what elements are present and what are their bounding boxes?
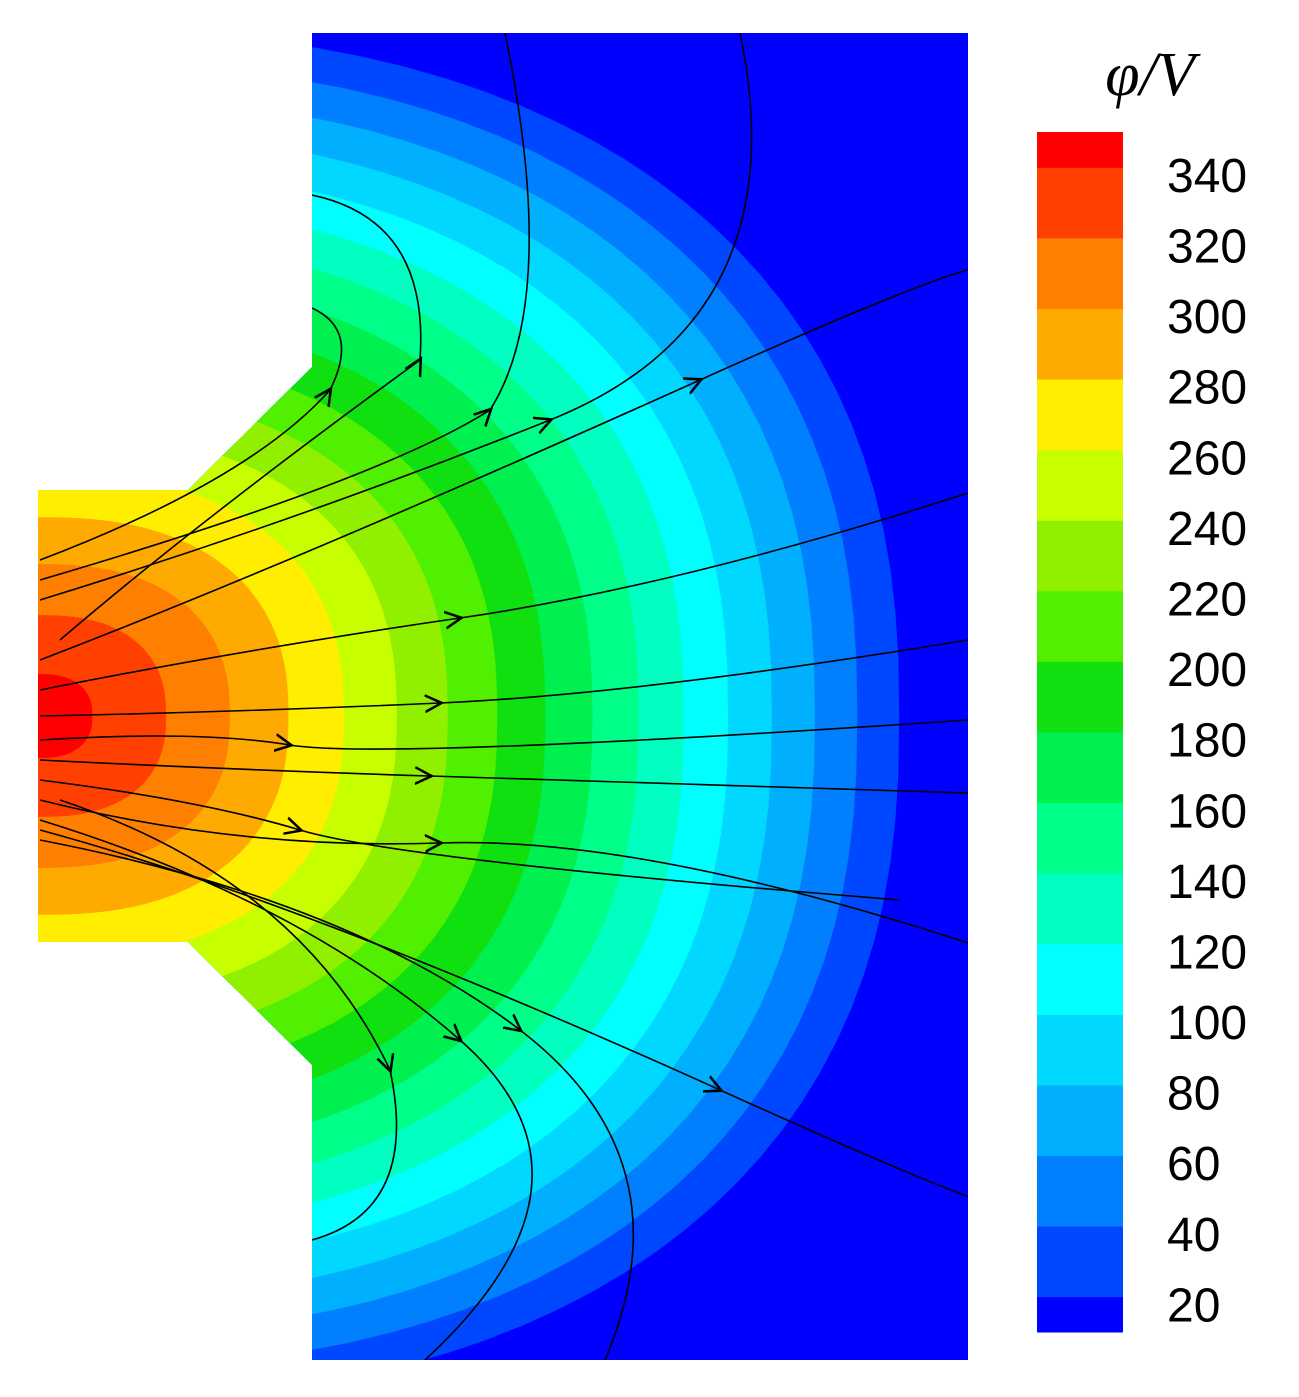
field-line xyxy=(39,719,968,749)
colorbar-tick-label: 160 xyxy=(1167,785,1247,838)
colorbar-tick-label: 140 xyxy=(1167,856,1247,909)
field-line xyxy=(39,799,968,944)
colorbar-band xyxy=(1037,1155,1123,1227)
field-line xyxy=(39,839,635,1360)
field-line xyxy=(39,33,753,601)
colorbar: 20 40 60 80 100 120 140 160 180 200 220 240 260 280 30… xyxy=(1037,132,1247,1333)
colorbar-band xyxy=(1037,661,1123,733)
colorbar-band xyxy=(1037,237,1123,309)
colorbar-title: φ/V xyxy=(1105,41,1201,109)
colorbar-band xyxy=(1037,520,1123,592)
colorbar-tick-label: 200 xyxy=(1167,644,1247,697)
colorbar-tick-label: 240 xyxy=(1167,503,1247,556)
field-line xyxy=(39,492,968,691)
colorbar-tick-label: 60 xyxy=(1167,1138,1220,1191)
field-line xyxy=(39,759,968,794)
colorbar-tick-label: 100 xyxy=(1167,997,1247,1050)
field-line xyxy=(59,194,421,641)
field-line xyxy=(39,779,901,901)
field-line xyxy=(39,33,530,581)
colorbar-tick-label: 20 xyxy=(1167,1279,1220,1332)
colorbar-tick-label: 80 xyxy=(1167,1068,1220,1121)
colorbar-tick-label: 320 xyxy=(1167,221,1247,274)
colorbar-tick-label: 40 xyxy=(1167,1209,1220,1262)
field-lines xyxy=(39,33,968,1360)
colorbar-band xyxy=(1037,132,1123,168)
colorbar-band xyxy=(1037,873,1123,945)
colorbar-tick-label: 260 xyxy=(1167,432,1247,485)
colorbar-band xyxy=(1037,802,1123,874)
colorbar-band xyxy=(1037,449,1123,521)
colorbar-band xyxy=(1037,1296,1123,1333)
colorbar-band xyxy=(1037,379,1123,451)
field-line xyxy=(39,263,968,661)
colorbar-band xyxy=(1037,167,1123,239)
colorbar-band xyxy=(1037,1084,1123,1157)
colorbar-tick-label: 220 xyxy=(1167,573,1247,626)
colorbar-band xyxy=(1037,590,1123,662)
colorbar-tick-label: 120 xyxy=(1167,926,1247,979)
colorbar-band xyxy=(1037,1014,1123,1086)
field-line xyxy=(39,307,343,561)
field-line xyxy=(59,799,398,1241)
colorbar-tick-label: 300 xyxy=(1167,291,1247,344)
field-line xyxy=(39,819,533,1360)
field-line xyxy=(39,639,968,717)
colorbar-band xyxy=(1037,1226,1123,1298)
colorbar-band xyxy=(1037,308,1123,380)
colorbar-tick-label: 340 xyxy=(1167,150,1247,203)
colorbar-band xyxy=(1037,732,1123,804)
colorbar-tick-label: 180 xyxy=(1167,715,1247,768)
colorbar-tick-label: 280 xyxy=(1167,362,1247,415)
colorbar-band xyxy=(1037,943,1123,1015)
